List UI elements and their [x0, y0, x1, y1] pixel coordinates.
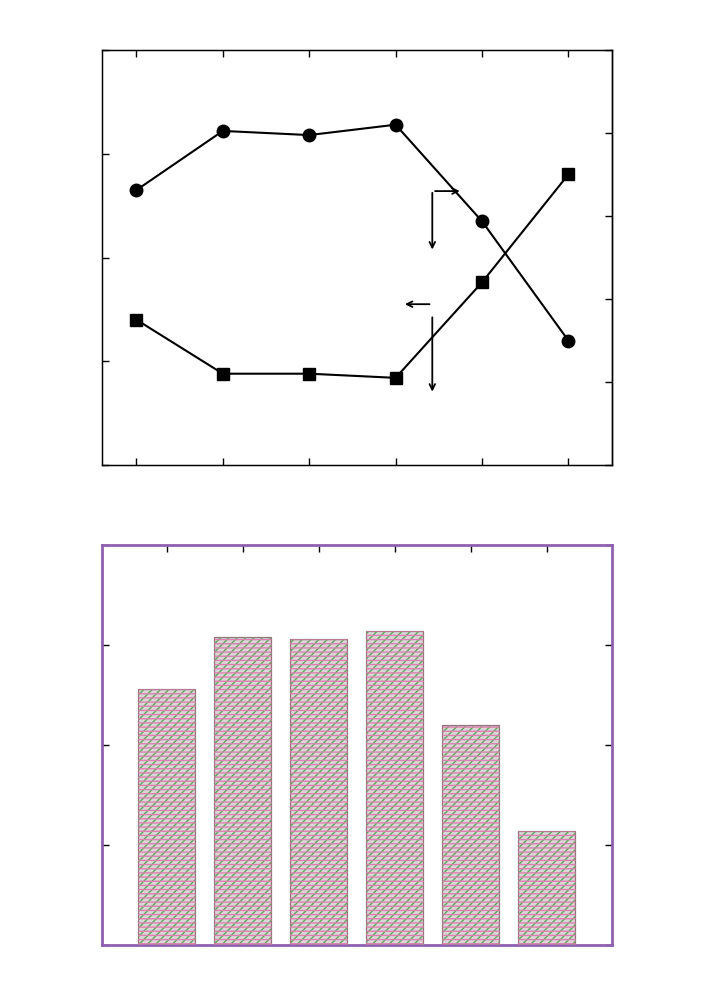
- Bar: [214, 637, 271, 945]
- Bar: [443, 725, 499, 945]
- Bar: [366, 631, 423, 945]
- Bar: [518, 831, 575, 945]
- Bar: [290, 639, 347, 945]
- Bar: [443, 725, 499, 945]
- Bar: [214, 637, 271, 945]
- Bar: [366, 631, 423, 945]
- Bar: [290, 639, 347, 945]
- Bar: [443, 725, 499, 945]
- Bar: [138, 689, 195, 945]
- Bar: [518, 831, 575, 945]
- Bar: [138, 689, 195, 945]
- Bar: [290, 639, 347, 945]
- Bar: [214, 637, 271, 945]
- Bar: [138, 689, 195, 945]
- Bar: [518, 831, 575, 945]
- Bar: [366, 631, 423, 945]
